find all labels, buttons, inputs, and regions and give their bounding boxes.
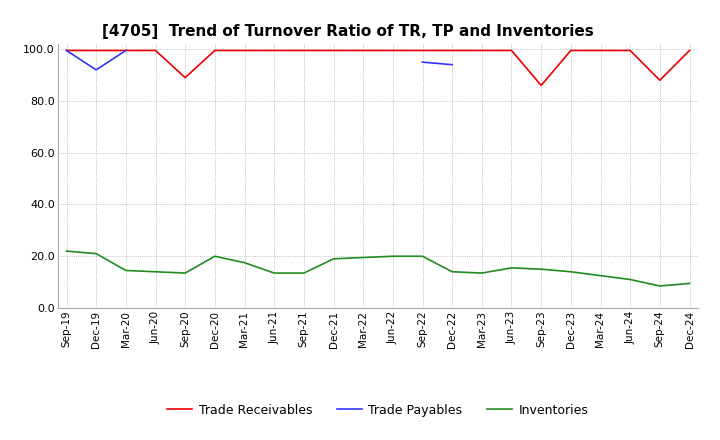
- Legend: Trade Receivables, Trade Payables, Inventories: Trade Receivables, Trade Payables, Inven…: [163, 399, 593, 422]
- Inventories: [329, 256, 338, 261]
- Trade Receivables: [626, 48, 634, 53]
- Trade Payables: [448, 62, 456, 67]
- Trade Receivables: [270, 48, 279, 53]
- Trade Receivables: [329, 48, 338, 53]
- Trade Receivables: [685, 48, 694, 53]
- Trade Receivables: [507, 48, 516, 53]
- Inventories: [181, 271, 189, 276]
- Trade Receivables: [567, 48, 575, 53]
- Trade Receivables: [389, 48, 397, 53]
- Inventories: [626, 277, 634, 282]
- Trade Receivables: [418, 48, 427, 53]
- Trade Receivables: [210, 48, 219, 53]
- Inventories: [448, 269, 456, 275]
- Inventories: [477, 271, 486, 276]
- Inventories: [300, 271, 308, 276]
- Trade Receivables: [300, 48, 308, 53]
- Inventories: [62, 249, 71, 254]
- Trade Receivables: [181, 75, 189, 80]
- Trade Receivables: [240, 48, 249, 53]
- Trade Payables: [122, 48, 130, 53]
- Line: Trade Payables: Trade Payables: [66, 51, 452, 70]
- Line: Inventories: Inventories: [66, 251, 690, 286]
- Trade Receivables: [359, 48, 367, 53]
- Trade Receivables: [655, 77, 664, 83]
- Trade Receivables: [151, 48, 160, 53]
- Trade Payables: [62, 48, 71, 53]
- Inventories: [389, 253, 397, 259]
- Inventories: [507, 265, 516, 271]
- Trade Receivables: [92, 48, 101, 53]
- Trade Receivables: [62, 48, 71, 53]
- Trade Payables: [92, 67, 101, 73]
- Trade Payables: [418, 59, 427, 65]
- Inventories: [655, 283, 664, 289]
- Text: [4705]  Trend of Turnover Ratio of TR, TP and Inventories: [4705] Trend of Turnover Ratio of TR, TP…: [102, 24, 594, 39]
- Trade Receivables: [596, 48, 605, 53]
- Inventories: [240, 260, 249, 265]
- Inventories: [122, 268, 130, 273]
- Trade Receivables: [122, 48, 130, 53]
- Line: Trade Receivables: Trade Receivables: [66, 51, 690, 85]
- Trade Payables: [240, 48, 249, 53]
- Inventories: [92, 251, 101, 256]
- Inventories: [537, 267, 546, 272]
- Inventories: [210, 253, 219, 259]
- Inventories: [359, 255, 367, 260]
- Inventories: [151, 269, 160, 275]
- Inventories: [596, 273, 605, 278]
- Trade Receivables: [477, 48, 486, 53]
- Trade Receivables: [448, 48, 456, 53]
- Inventories: [567, 269, 575, 275]
- Trade Receivables: [537, 83, 546, 88]
- Inventories: [270, 271, 279, 276]
- Inventories: [685, 281, 694, 286]
- Inventories: [418, 253, 427, 259]
